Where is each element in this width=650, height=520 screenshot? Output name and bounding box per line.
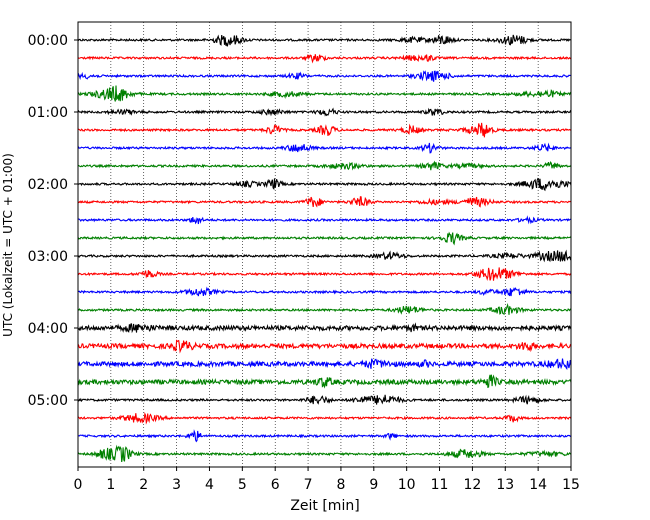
trace-0545 (77, 444, 572, 463)
trace-0115 (77, 122, 572, 138)
seismic-traces (77, 34, 572, 463)
x-tick-label: 11 (431, 477, 449, 493)
x-tick-label: 6 (271, 477, 280, 493)
trace-0415 (77, 339, 572, 354)
trace-0030 (77, 70, 572, 82)
y-tick-label: 02:00 (28, 177, 68, 193)
trace-0300 (77, 249, 572, 263)
y-axis-ticks: 00:00 01:00 02:00 03:00 04:00 05:00 (28, 33, 78, 409)
y-tick-label: 01:00 (28, 105, 68, 121)
trace-0100 (77, 107, 572, 117)
trace-0200 (77, 177, 572, 192)
trace-0315 (77, 267, 572, 281)
trace-0515 (77, 411, 572, 425)
x-tick-label: 7 (304, 477, 313, 493)
x-axis-label: Zeit [min] (290, 498, 359, 514)
y-tick-label: 05:00 (28, 393, 68, 409)
trace-0330 (77, 286, 572, 297)
trace-0445 (77, 374, 572, 389)
y-axis-label: UTC (Lokalzeit = UTC + 01:00) (1, 153, 15, 337)
x-tick-label: 2 (139, 477, 148, 493)
y-tick-label: 00:00 (28, 33, 68, 49)
x-tick-label: 8 (336, 477, 345, 493)
trace-0215 (77, 196, 572, 208)
trace-0045 (77, 85, 572, 102)
x-tick-label: 4 (205, 477, 214, 493)
x-tick-label: 13 (496, 477, 514, 493)
x-tick-label: 10 (398, 477, 416, 493)
x-tick-label: 14 (529, 477, 547, 493)
trace-0400 (77, 322, 572, 334)
x-tick-label: 3 (172, 477, 181, 493)
trace-0245 (77, 231, 572, 246)
trace-0000 (77, 34, 572, 47)
trace-0130 (77, 142, 572, 154)
trace-0145 (77, 160, 572, 171)
trace-0345 (77, 302, 572, 316)
trace-0015 (77, 53, 572, 64)
x-tick-label: 12 (463, 477, 481, 493)
trace-0430 (77, 358, 572, 371)
x-tick-label: 5 (238, 477, 247, 493)
x-axis-ticks: 0 1 2 3 4 5 6 7 8 9 10 11 12 13 14 15 (74, 467, 580, 493)
trace-0530 (77, 429, 572, 443)
x-tick-label: 0 (74, 477, 83, 493)
plot-frame (77, 21, 572, 468)
vertical-gridlines (110, 22, 539, 467)
x-tick-label: 1 (106, 477, 115, 493)
trace-0230 (78, 215, 572, 225)
trace-0500 (77, 394, 572, 405)
x-tick-label: 15 (562, 477, 580, 493)
y-tick-label: 04:00 (28, 321, 68, 337)
x-tick-label: 9 (369, 477, 378, 493)
y-tick-label: 03:00 (28, 249, 68, 265)
